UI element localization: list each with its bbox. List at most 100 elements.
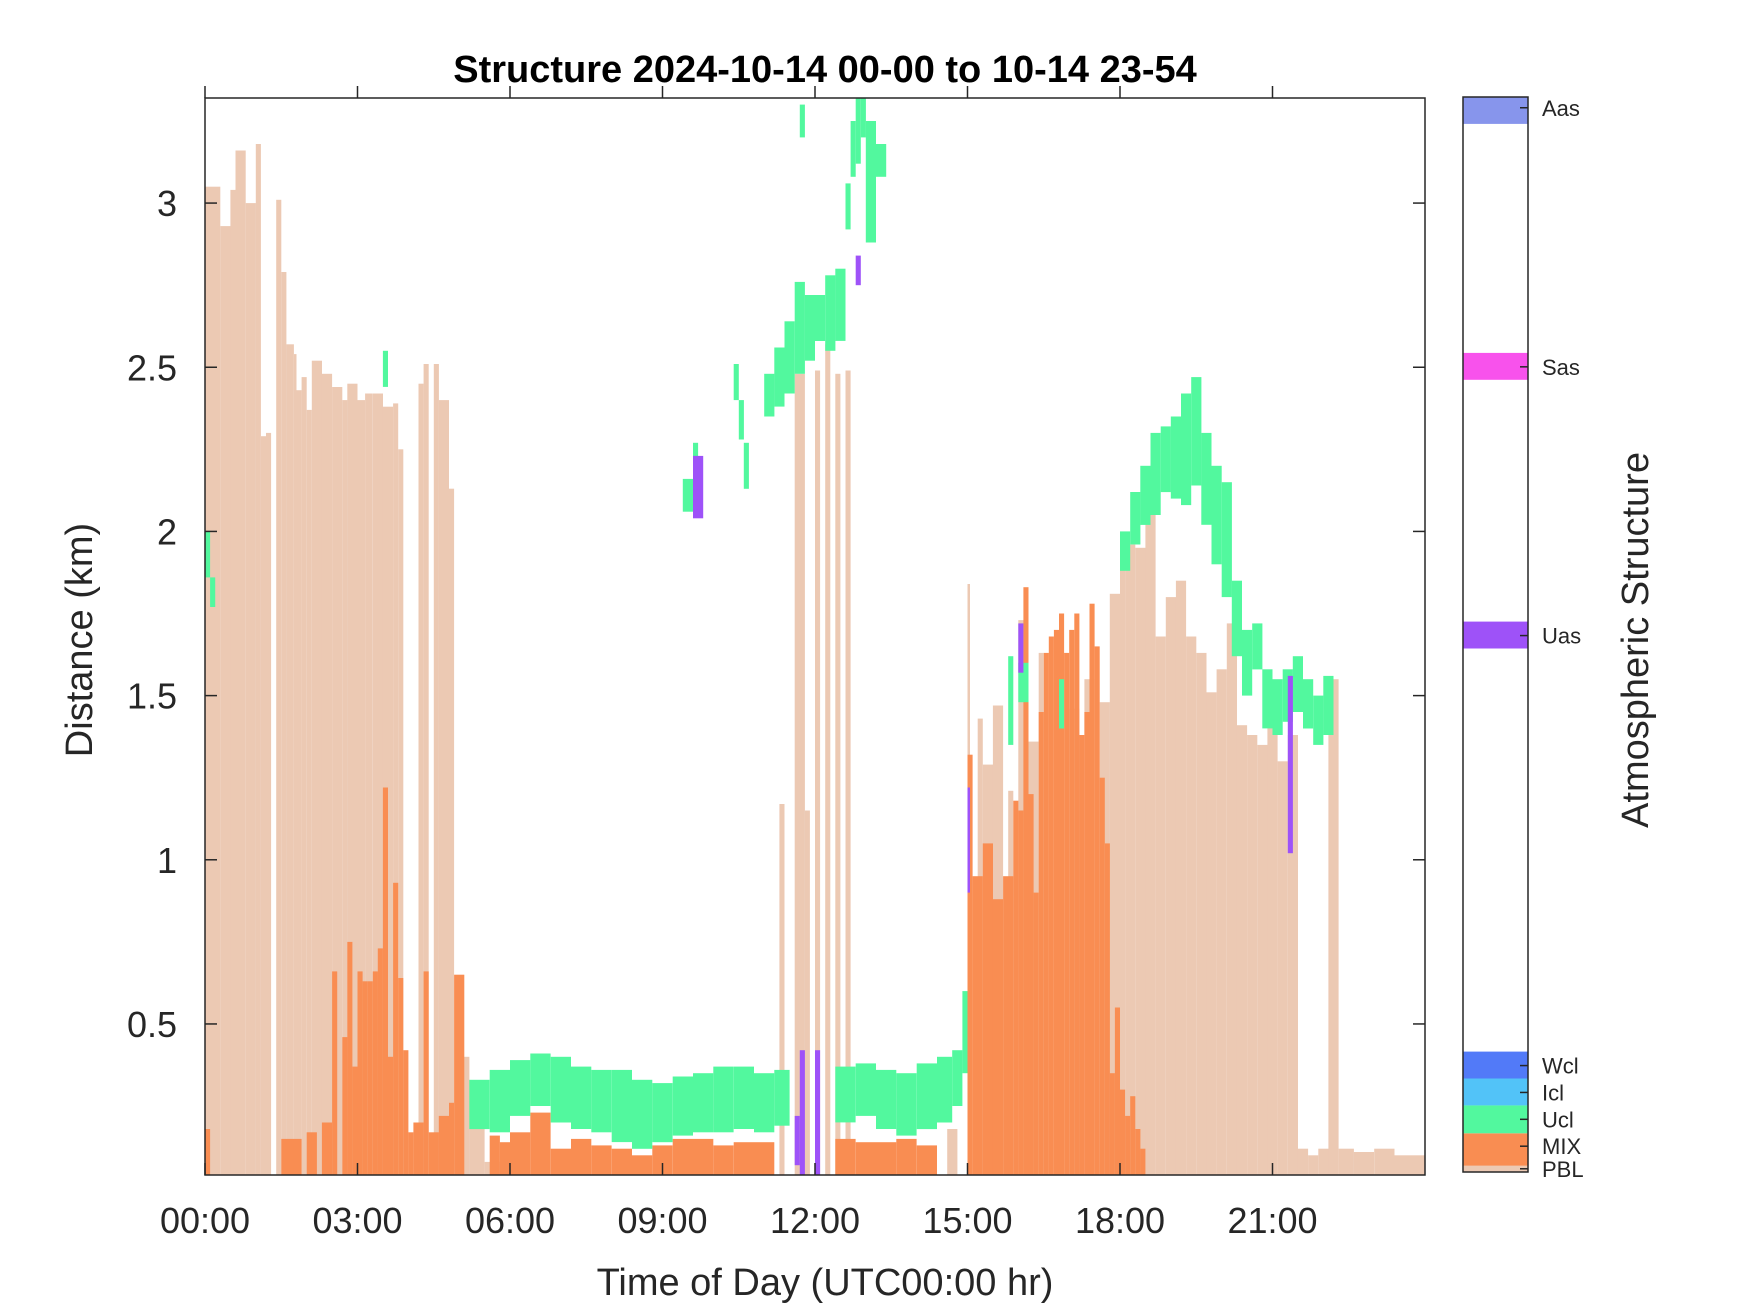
pbl-segment-6 xyxy=(260,436,266,1175)
ucl-segment-60 xyxy=(1221,482,1232,598)
ucl-segment-16 xyxy=(733,1066,754,1129)
pbl-segment-64 xyxy=(1216,669,1227,1175)
ucl-segment-20 xyxy=(855,1063,876,1116)
x-tick-label: 21:00 xyxy=(1227,1200,1317,1241)
ucl-segment-12 xyxy=(652,1083,673,1143)
series-uas xyxy=(693,255,1293,1175)
colorbar-label-icl: Icl xyxy=(1542,1080,1564,1105)
ucl-segment-9 xyxy=(591,1069,612,1133)
ucl-segment-63 xyxy=(1252,623,1263,670)
colorbar-label-ucl: Ucl xyxy=(1542,1107,1574,1132)
ucl-segment-39 xyxy=(835,268,846,341)
ucl-segment-68 xyxy=(1303,679,1314,729)
mix-segment-27 xyxy=(510,1132,531,1175)
mix-segment-8 xyxy=(357,971,363,1175)
mix-segment-41 xyxy=(855,1142,876,1175)
y-tick-label: 3 xyxy=(157,183,177,224)
ucl-segment-62 xyxy=(1242,629,1253,696)
mix-segment-11 xyxy=(372,971,378,1175)
ucl-segment-47 xyxy=(1008,656,1014,745)
ucl-segment-40 xyxy=(845,183,851,230)
mix-segment-36 xyxy=(693,1138,714,1175)
mix-segment-69 xyxy=(1109,1073,1115,1175)
ucl-segment-66 xyxy=(1282,669,1293,722)
pbl-segment-24 xyxy=(393,403,399,1175)
pbl-segment-7 xyxy=(266,432,272,1175)
uas-segment-4 xyxy=(855,255,861,286)
y-axis-label: Distance (km) xyxy=(59,523,101,757)
y-tick-label: 2.5 xyxy=(127,347,177,388)
pbl-segment-0 xyxy=(205,186,221,1175)
ucl-segment-35 xyxy=(794,281,805,374)
mix-segment-23 xyxy=(449,1102,455,1175)
ucl-segment-45 xyxy=(876,144,887,177)
series-pbl xyxy=(205,144,1425,1176)
mix-segment-20 xyxy=(423,971,429,1175)
pbl-segment-77 xyxy=(1353,1152,1375,1175)
plot-area xyxy=(204,97,1426,1176)
x-tick-label: 18:00 xyxy=(1075,1200,1165,1241)
ucl-segment-43 xyxy=(860,98,866,138)
colorbar-label: Atmospheric Structure xyxy=(1615,452,1657,828)
pbl-segment-25 xyxy=(398,449,404,1175)
ucl-segment-30 xyxy=(738,400,744,440)
pbl-segment-68 xyxy=(1257,744,1268,1175)
uas-segment-7 xyxy=(1287,675,1293,854)
pbl-segment-14 xyxy=(306,409,312,1175)
ucl-segment-31 xyxy=(743,442,749,489)
mix-segment-15 xyxy=(393,882,399,1175)
mix-segment-35 xyxy=(672,1138,693,1175)
pbl-segment-72 xyxy=(1297,1148,1309,1175)
ucl-segment-54 xyxy=(1160,426,1171,493)
ucl-segment-46 xyxy=(799,104,805,138)
pbl-segment-35 xyxy=(794,373,805,1175)
ucl-segment-38 xyxy=(825,275,836,351)
mix-segment-53 xyxy=(1028,794,1034,1175)
mix-segment-62 xyxy=(1074,613,1080,1175)
mix-segment-19 xyxy=(413,1122,424,1175)
mix-segment-60 xyxy=(1064,652,1070,1175)
series-ucl xyxy=(205,98,1334,1149)
pbl-segment-4 xyxy=(245,203,256,1176)
colorbar-band-ucl xyxy=(1463,1105,1528,1134)
uas-segment-1 xyxy=(794,1115,800,1166)
mix-segment-64 xyxy=(1084,712,1090,1175)
pbl-segment-26 xyxy=(418,383,424,1175)
ucl-segment-7 xyxy=(550,1056,571,1123)
ucl-segment-34 xyxy=(784,321,795,394)
y-tick-label: 0.5 xyxy=(127,1004,177,1045)
ucl-segment-22 xyxy=(896,1073,917,1136)
mix-segment-47 xyxy=(982,843,993,1175)
pbl-segment-21 xyxy=(365,393,373,1175)
x-axis: 00:00 03:00 06:00 09:00 12:00 15:00 18:00 21:00 xyxy=(160,86,1318,1241)
ucl-segment-64 xyxy=(1262,669,1273,729)
pbl-segment-38 xyxy=(825,344,831,1175)
x-tick-label: 00:00 xyxy=(160,1200,250,1241)
x-tick-label: 09:00 xyxy=(617,1200,707,1241)
pbl-segment-37 xyxy=(815,370,821,1175)
mix-segment-24 xyxy=(454,974,465,1175)
ucl-segment-50 xyxy=(1120,531,1131,571)
mix-segment-22 xyxy=(438,1115,449,1175)
mix-segment-58 xyxy=(1053,629,1059,1175)
ucl-segment-6 xyxy=(530,1053,551,1106)
colorbar-band-wcl xyxy=(1463,1051,1528,1079)
pbl-segment-13 xyxy=(301,377,307,1176)
pbl-segment-34 xyxy=(779,804,785,1175)
mix-segment-42 xyxy=(876,1142,897,1175)
pbl-segment-55 xyxy=(1125,544,1136,1175)
pbl-segment-15 xyxy=(311,360,322,1175)
mix-segment-9 xyxy=(362,981,368,1175)
uas-segment-5 xyxy=(967,787,970,893)
colorbar-label-sas: Sas xyxy=(1542,355,1580,380)
x-tick-label: 03:00 xyxy=(312,1200,402,1241)
pbl-segment-36 xyxy=(804,810,810,1175)
mix-segment-72 xyxy=(1125,1115,1131,1175)
mix-segment-18 xyxy=(408,1132,414,1175)
ucl-segment-49 xyxy=(1059,679,1065,729)
colorbar-frame xyxy=(1462,96,1529,1173)
ucl-segment-10 xyxy=(611,1069,632,1143)
y-axis: 0.5 1 1.5 2 2.5 3 xyxy=(127,183,1425,1045)
mix-segment-51 xyxy=(1018,810,1024,1175)
